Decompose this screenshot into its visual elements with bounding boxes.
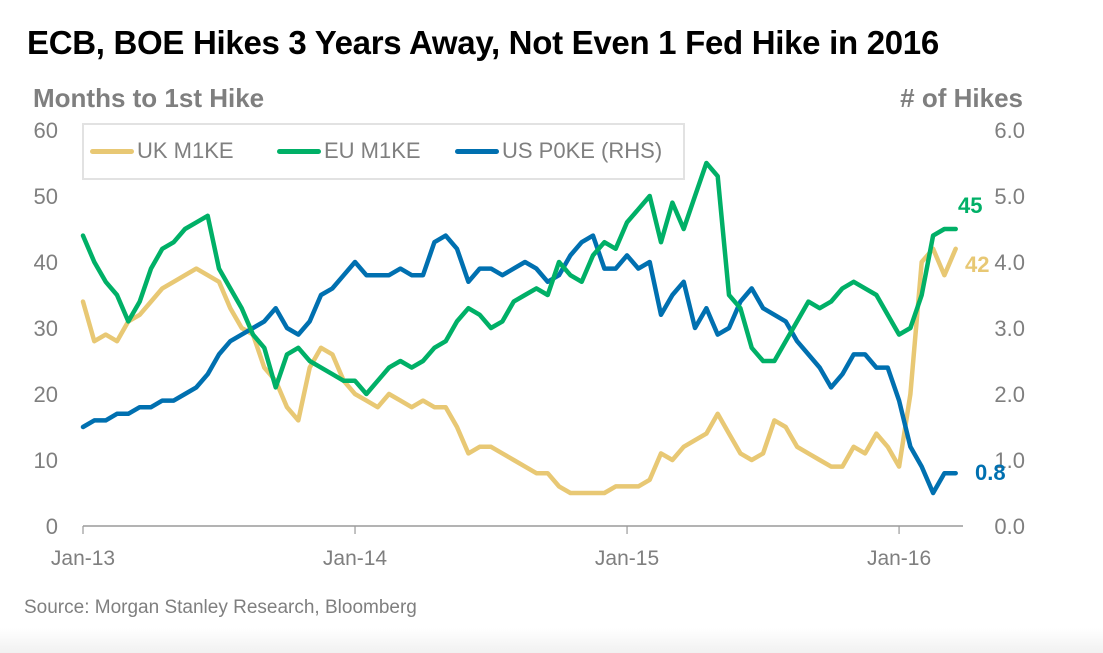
y-tick-label: 40 xyxy=(34,250,58,275)
right-axis-title: # of Hikes xyxy=(900,83,1023,113)
y2-tick-label: 3.0 xyxy=(994,316,1025,341)
legend-swatch-uk xyxy=(90,148,134,154)
x-axis-ticks: Jan-13 Jan-14 Jan-15 Jan-16 xyxy=(51,526,931,570)
series-line-us xyxy=(80,233,958,496)
y-tick-label: 10 xyxy=(34,448,58,473)
plot-lines xyxy=(80,160,958,496)
series-line-eu xyxy=(80,160,958,397)
y2-tick-label: 5.0 xyxy=(994,184,1025,209)
x-tick-label: Jan-13 xyxy=(51,547,115,570)
bottom-fade xyxy=(0,628,1103,653)
x-tick-label: Jan-14 xyxy=(323,547,388,570)
x-tick-label: Jan-15 xyxy=(595,547,659,570)
legend: UK M1KE EU M1KE US P0KE (RHS) xyxy=(82,123,685,180)
y-axis-ticks: 0 10 20 30 40 50 60 xyxy=(34,118,58,539)
y2-tick-label: 1.0 xyxy=(994,448,1025,473)
legend-swatch-us xyxy=(455,148,499,154)
end-label-eu: 45 xyxy=(958,193,982,218)
end-label-us: 0.8 xyxy=(975,460,1006,485)
x-tick-label: Jan-16 xyxy=(867,547,931,570)
legend-label-us: US P0KE (RHS) xyxy=(502,138,663,163)
y-tick-label: 20 xyxy=(34,382,58,407)
y2-tick-label: 0.0 xyxy=(994,514,1025,539)
chart-title: ECB, BOE Hikes 3 Years Away, Not Even 1 … xyxy=(27,24,939,61)
y2-axis-ticks: 0.0 1.0 2.0 3.0 4.0 5.0 6.0 xyxy=(994,118,1025,539)
y2-tick-label: 4.0 xyxy=(994,250,1025,275)
y-tick-label: 50 xyxy=(34,184,58,209)
y2-tick-label: 2.0 xyxy=(994,382,1025,407)
legend-item-eu: EU M1KE xyxy=(277,138,421,164)
y-tick-label: 30 xyxy=(34,316,58,341)
end-labels: 42 45 0.8 xyxy=(958,193,1006,485)
y2-tick-label: 6.0 xyxy=(994,118,1025,143)
y-tick-label: 0 xyxy=(46,514,58,539)
end-label-uk: 42 xyxy=(965,252,989,277)
legend-item-uk: UK M1KE xyxy=(90,138,234,164)
legend-item-us: US P0KE (RHS) xyxy=(455,138,662,164)
legend-swatch-eu xyxy=(277,148,321,154)
y-tick-label: 60 xyxy=(34,118,58,143)
left-axis-title: Months to 1st Hike xyxy=(33,83,265,113)
legend-label-uk: UK M1KE xyxy=(137,138,234,163)
series-line-uk xyxy=(80,246,958,496)
source-note: Source: Morgan Stanley Research, Bloombe… xyxy=(24,597,417,618)
legend-label-eu: EU M1KE xyxy=(324,138,421,163)
